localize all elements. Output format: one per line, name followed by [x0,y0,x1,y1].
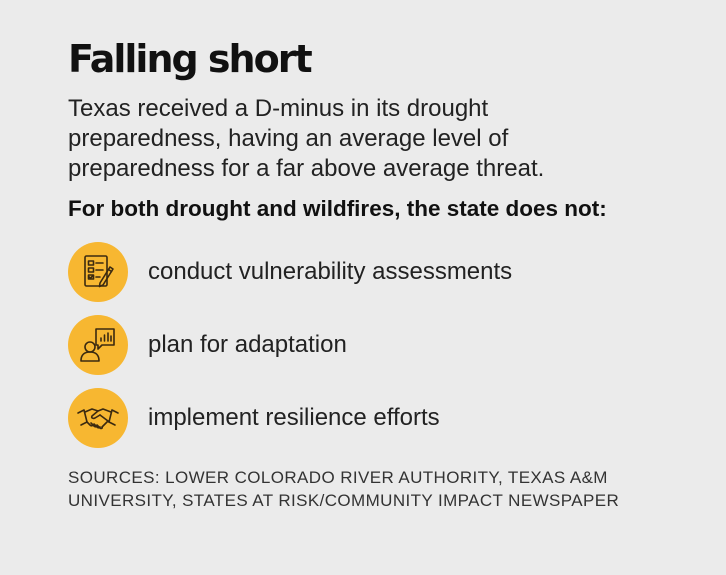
infographic-description: Texas received a D-minus in its drought … [68,94,545,182]
infographic-title: Falling short [68,37,313,81]
sources-credit: SOURCES: LOWER COLORADO RIVER AUTHORITY,… [68,467,620,510]
shortfall-item: conduct vulnerability assessments [68,241,688,302]
shortfall-list: conduct vulnerability assessments plan f… [68,241,688,448]
shortfall-item: plan for adaptation [68,314,688,375]
shortfall-item: implement resilience efforts [68,387,688,448]
checklist-pencil-icon [68,241,128,302]
infographic-card: Falling short Texas received a D-minus i… [68,37,688,512]
shortfall-item-label: plan for adaptation [148,330,347,358]
shortfall-item-label: implement resilience efforts [148,403,440,431]
presenter-chart-icon [68,314,128,375]
shortfall-item-label: conduct vulnerability assessments [148,257,513,285]
infographic-lead: For both drought and wildfires, the stat… [68,195,607,221]
handshake-icon [68,387,128,448]
